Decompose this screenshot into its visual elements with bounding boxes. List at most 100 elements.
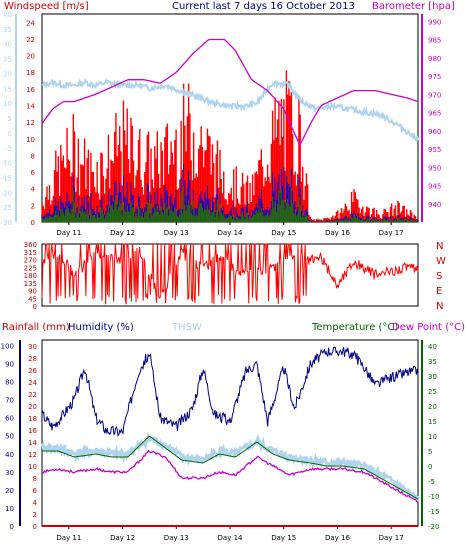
humidity-tick-label: 0: [10, 523, 14, 531]
chart-marks: 024681012141618202224-30-25-20-15-10-505…: [1, 11, 446, 542]
temperature-tick-label: 20: [428, 403, 437, 411]
thsw-tick-label: -5: [5, 145, 12, 153]
direction-tick-label: 270: [24, 257, 37, 265]
temperature-line: [42, 435, 419, 500]
temperature-tick-label: 10: [428, 433, 437, 441]
windspeed-axis-title: Windspeed [m/s]: [4, 1, 89, 12]
direction-tick-label: 90: [28, 288, 37, 296]
rain-tick-label: 28: [28, 355, 37, 363]
temp-x-tick-label: Day 15: [271, 534, 296, 542]
direction-tick-label: 360: [24, 241, 37, 249]
temp-x-tick-label: Day 13: [164, 534, 189, 542]
thsw-tick-label: 25: [3, 56, 12, 64]
rain-tick-label: 4: [33, 499, 38, 507]
windspeed-tick-label: 6: [31, 169, 36, 177]
humidity-tick-label: 90: [5, 360, 14, 368]
windspeed-tick-label: 10: [26, 136, 35, 144]
windspeed-tick-label: 18: [26, 69, 35, 77]
wind-x-tick-label: Day 13: [164, 229, 189, 237]
rainfall-axis-title: Rainfall (mm): [2, 322, 70, 333]
humidity-tick-label: 30: [5, 469, 14, 477]
rain-tick-label: 12: [28, 451, 37, 459]
humidity-axis-title: Humidity (%): [68, 322, 134, 333]
temp-x-tick-label: Day 12: [110, 534, 135, 542]
thsw-tick-label: 30: [3, 41, 12, 49]
humidity-tick-label: 10: [5, 505, 14, 513]
direction-tick-label: 0: [33, 303, 37, 311]
temperature-tick-label: -5: [428, 478, 435, 486]
temp-x-tick-label: Day 11: [56, 534, 81, 542]
dewpoint-line: [41, 449, 419, 503]
thsw-tick-label: -10: [1, 160, 12, 168]
thsw-temp-line: [40, 431, 420, 502]
rain-tick-label: 24: [28, 379, 37, 387]
temperature-tick-label: 25: [428, 388, 437, 396]
humidity-tick-label: 70: [5, 397, 14, 405]
barometer-axis-title: Barometer [hpa]: [372, 1, 455, 12]
rain-tick-label: 18: [28, 415, 37, 423]
windspeed-tick-label: 14: [26, 103, 35, 111]
temperature-tick-label: -20: [428, 523, 439, 531]
windspeed-tick-label: 8: [31, 152, 35, 160]
wind-x-tick-label: Day 12: [110, 229, 135, 237]
wind-x-tick-label: Day 17: [379, 229, 404, 237]
temp-x-tick-label: Day 14: [218, 534, 244, 542]
windspeed-tick-label: 16: [26, 86, 35, 94]
thsw-legend: THSW: [171, 322, 202, 333]
wind-x-tick-label: Day 14: [218, 229, 244, 237]
direction-tick-label: 45: [28, 295, 37, 303]
humidity-line: [41, 346, 419, 437]
thsw-tick-label: -15: [1, 174, 12, 182]
thsw-tick-label: 5: [8, 115, 12, 123]
direction-line: [41, 243, 419, 305]
compass-label: N: [436, 301, 443, 312]
direction-tick-label: 135: [24, 280, 37, 288]
windspeed-tick-label: 4: [31, 186, 36, 194]
barometer-tick-label: 975: [428, 73, 441, 81]
thsw-tick-label: 15: [3, 85, 12, 93]
barometer-tick-label: 965: [428, 110, 441, 118]
thsw-tick-label: -20: [1, 189, 12, 197]
barometer-tick-label: 980: [428, 55, 441, 63]
rain-tick-label: 30: [28, 343, 37, 351]
rain-tick-label: 8: [33, 475, 37, 483]
windspeed-tick-label: 12: [26, 119, 35, 127]
temp-panel-frame: [41, 339, 419, 527]
compass-label: E: [436, 286, 442, 297]
chart-title: Current last 7 days 16 October 2013: [172, 1, 355, 12]
temperature-tick-label: 35: [428, 358, 437, 366]
dewpoint-axis-title: Dew Point (°C): [392, 322, 465, 333]
humidity-tick-label: 20: [5, 487, 14, 495]
thsw-tick-label: 0: [8, 130, 12, 138]
rain-tick-label: 6: [33, 487, 38, 495]
temperature-tick-label: 5: [428, 448, 432, 456]
direction-tick-label: 315: [24, 249, 37, 257]
humidity-tick-label: 40: [5, 451, 14, 459]
rain-tick-label: 14: [28, 439, 37, 447]
barometer-tick-label: 960: [428, 128, 441, 136]
rain-tick-label: 0: [33, 523, 37, 531]
rain-tick-label: 22: [28, 391, 37, 399]
humidity-tick-label: 80: [5, 379, 14, 387]
humidity-tick-label: 100: [1, 342, 14, 350]
thsw-tick-label: 20: [3, 70, 12, 78]
wind-x-tick-label: Day 16: [325, 229, 351, 237]
temperature-tick-label: -15: [428, 508, 439, 516]
temperature-tick-label: 15: [428, 418, 437, 426]
temperature-tick-label: 40: [428, 343, 437, 351]
temperature-tick-label: 30: [428, 373, 437, 381]
windspeed-tick-label: 22: [26, 36, 35, 44]
humidity-tick-label: 50: [5, 433, 14, 441]
rain-tick-label: 16: [28, 427, 37, 435]
windspeed-tick-label: 2: [31, 202, 35, 210]
temperature-axis-title: Temperature (°C): [311, 322, 398, 333]
direction-tick-label: 180: [24, 272, 37, 280]
wind-x-tick-label: Day 11: [56, 229, 81, 237]
barometer-tick-label: 950: [428, 164, 441, 172]
barometer-tick-label: 990: [428, 18, 441, 26]
rain-tick-label: 10: [28, 463, 37, 471]
thsw-tick-label: -30: [1, 219, 12, 227]
thsw-tick-label: 35: [3, 26, 12, 34]
barometer-tick-label: 970: [428, 91, 441, 99]
